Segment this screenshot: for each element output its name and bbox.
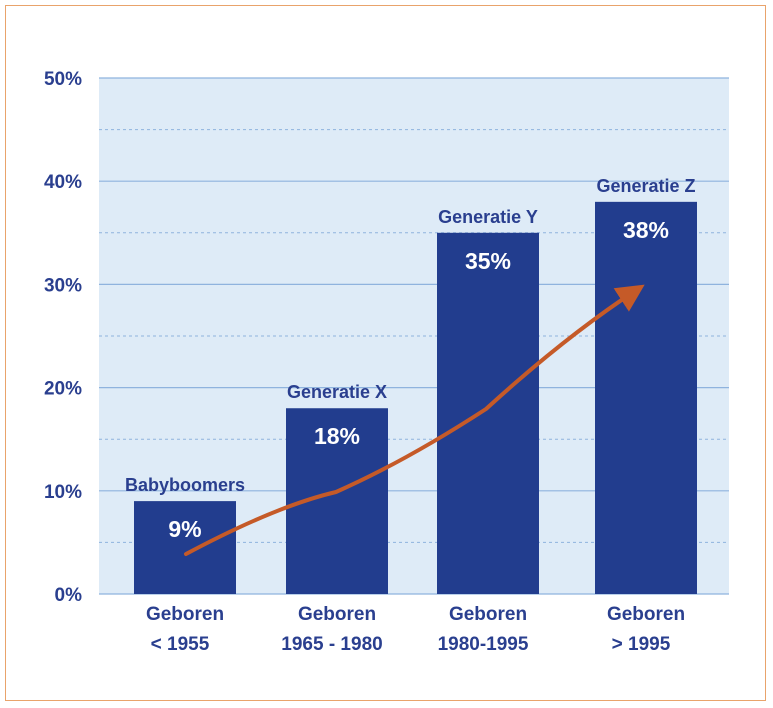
- bar: [437, 232, 539, 595]
- x-tick-label: Geboren: [146, 604, 224, 625]
- generation-label: Generatie Z: [596, 176, 695, 196]
- y-tick-label: 0%: [55, 585, 83, 606]
- x-tick-label: < 1955: [151, 634, 210, 655]
- trend-arrow: [184, 284, 645, 556]
- data-label: 18%: [314, 423, 360, 449]
- y-tick-label: 10%: [44, 482, 82, 503]
- bar-chart: 0% 10% 20% 30% 40% 50% Babyboomers 9% Generatie …: [44, 69, 729, 655]
- bar: [134, 501, 236, 594]
- data-label: 35%: [465, 248, 511, 274]
- bar: [595, 201, 697, 594]
- x-tick-label: 1980-1995: [438, 634, 529, 655]
- generation-label: Babyboomers: [125, 475, 245, 495]
- data-label: 9%: [168, 516, 201, 542]
- generation-label: Generatie X: [287, 382, 387, 402]
- x-tick-label: Geboren: [449, 604, 527, 625]
- chart-frame: 0% 10% 20% 30% 40% 50% Babyboomers 9% Generatie …: [5, 5, 766, 701]
- x-tick-label: Geboren: [607, 604, 685, 625]
- data-label: 38%: [623, 217, 669, 243]
- x-tick-label: Geboren: [298, 604, 376, 625]
- y-tick-label: 40%: [44, 172, 82, 193]
- y-tick-label: 20%: [44, 379, 82, 400]
- generation-label: Generatie Y: [438, 207, 538, 227]
- x-tick-label: > 1995: [612, 634, 671, 655]
- y-tick-label: 30%: [44, 275, 82, 296]
- x-tick-label: 1965 - 1980: [281, 634, 382, 655]
- y-tick-label: 50%: [44, 69, 82, 90]
